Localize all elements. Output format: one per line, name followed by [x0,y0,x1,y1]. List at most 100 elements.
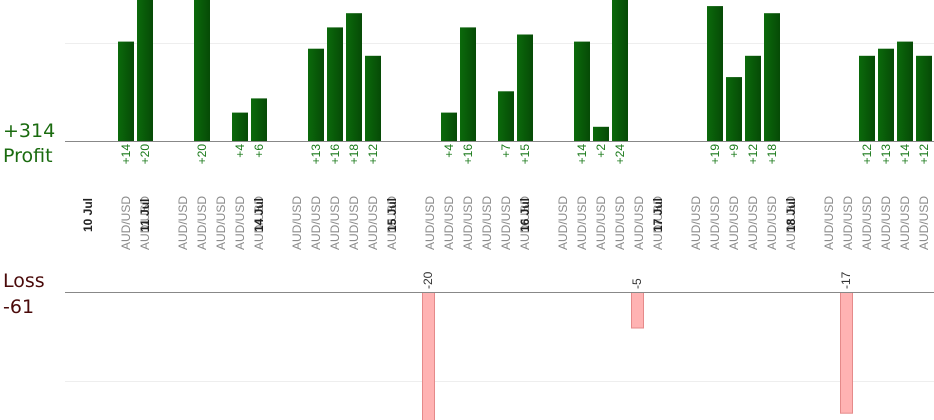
pair-label: AUD/USD [214,196,228,250]
pair-label: AUD/USD [613,196,627,250]
pair-label: AUD/USD [917,196,931,250]
profit-value-label: +9 [727,144,741,158]
pair-label: AUD/USD [727,196,741,250]
loss-bar [422,292,435,420]
date-label: 10 Jul [81,198,95,232]
loss-value-label: -17 [839,271,853,289]
profit-value-label: +18 [765,144,779,165]
pair-label: AUD/USD [708,196,722,250]
profit-value-label: +12 [917,144,931,165]
pair-label: AUD/USD [556,196,570,250]
pair-label: AUD/USD [689,196,703,250]
pair-label: AUD/USD [385,196,399,250]
profit-bar [365,55,381,141]
loss-label: Loss [3,270,45,292]
profit-bar [517,34,533,141]
profit-value-label: +13 [879,144,893,165]
loss-bars [422,292,853,420]
profit-value-label: +6 [252,144,266,158]
profit-bars [118,0,932,142]
profit-value-label: +16 [328,144,342,165]
profit-bar [574,41,590,141]
profit-bar [346,13,362,142]
pair-label: AUD/USD [290,196,304,250]
pair-label: AUD/USD [518,196,532,250]
date-label: 16 Jul [518,198,532,232]
pair-label: AUD/USD [746,196,760,250]
loss-bar [840,292,853,414]
pair-label: AUD/USD [119,196,133,250]
pair-label: AUD/USD [879,196,893,250]
pair-label: AUD/USD [138,196,152,250]
profit-bar [916,55,932,141]
profit-value-label: +2 [594,144,608,158]
profit-bar [232,112,248,141]
profit-value-label: +7 [499,144,513,158]
profit-value-label: +19 [708,144,722,165]
profit-value-label: +4 [442,144,456,158]
profit-bar [878,48,894,142]
profit-value-label: +4 [233,144,247,158]
profit-bar [441,112,457,141]
pair-label: AUD/USD [860,196,874,250]
pair-label: AUD/USD [594,196,608,250]
profit-bar [612,0,628,141]
date-label: 11 Jul [138,199,152,232]
pair-label: AUD/USD [632,196,646,250]
profit-value-label: +24 [613,144,627,165]
profit-bar [707,6,723,141]
profit-value-label: +12 [860,144,874,165]
pair-label: AUD/USD [784,196,798,250]
pair-label: AUD/USD [347,196,361,250]
pair-label: AUD/USD [480,196,494,250]
date-label: 14 Jul [252,198,266,232]
profit-value-label: +20 [138,144,152,165]
pair-label: AUD/USD [442,196,456,250]
date-label: 15 Jul [385,198,399,232]
profit-bar [859,55,875,141]
pair-label: AUD/USD [176,196,190,250]
pair-label: AUD/USD [233,196,247,250]
profit-bar [593,126,609,141]
date-label: 18 Jul [784,198,798,232]
profit-value-label: +14 [119,144,133,165]
profit-value-label: +13 [309,144,323,165]
pair-label: AUD/USD [765,196,779,250]
pair-label: AUD/USD [499,196,513,250]
date-label: 17 Jul [651,198,665,232]
profit-value-label: +15 [518,144,532,165]
profit-bar [897,41,913,141]
profit-value-label: +14 [898,144,912,165]
profit-value-label: +14 [575,144,589,165]
loss-value-label: -5 [630,278,644,289]
profit-bar [764,13,780,142]
profit-value-label: +12 [366,144,380,165]
loss-total: -61 [3,296,35,318]
pair-label: AUD/USD [328,196,342,250]
profit-bar [327,27,343,141]
profit-bar [251,98,267,141]
profit-bar [726,77,742,141]
pair-label: AUD/USD [575,196,589,250]
loss-value-label: -20 [421,271,435,289]
pair-label: AUD/USD [366,196,380,250]
pair-label: AUD/USD [195,196,209,250]
pair-label: AUD/USD [252,196,266,250]
profit-bar [137,0,153,141]
profit-value-label: +18 [347,144,361,165]
profit-bar [745,55,761,141]
pair-label: AUD/USD [822,196,836,250]
profit-total: +314 [3,120,56,142]
loss-bar [631,292,644,329]
profit-bar [308,48,324,142]
profit-value-label: +20 [195,144,209,165]
profit-label: Profit [3,145,53,167]
pair-label: AUD/USD [461,196,475,250]
profit-bar [118,41,134,141]
profit-bar [194,0,210,141]
pair-label: AUD/USD [841,196,855,250]
profit-value-label: +12 [746,144,760,165]
profit-bar [460,27,476,141]
pair-label: AUD/USD [423,196,437,250]
